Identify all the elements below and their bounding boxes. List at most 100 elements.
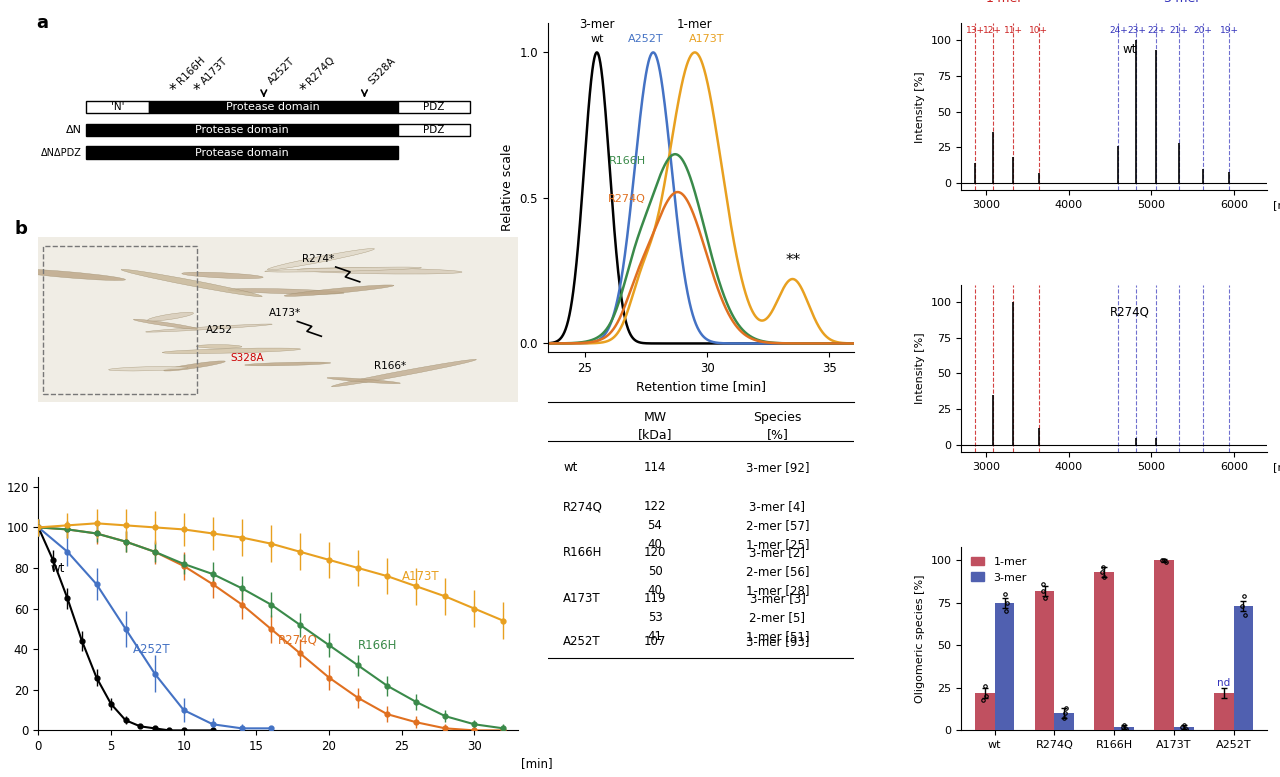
Ellipse shape: [196, 345, 242, 348]
FancyBboxPatch shape: [148, 101, 398, 113]
Text: R166H: R166H: [563, 546, 603, 559]
Text: 22+: 22+: [1147, 26, 1166, 35]
Text: 2-mer [5]: 2-mer [5]: [750, 611, 805, 625]
Text: 50: 50: [648, 566, 663, 578]
Text: 13+: 13+: [965, 26, 984, 35]
Y-axis label: Intensity [%]: Intensity [%]: [915, 71, 925, 142]
Ellipse shape: [332, 359, 476, 387]
Text: [%]: [%]: [767, 428, 788, 441]
Text: A173*: A173*: [269, 308, 301, 319]
Text: **: **: [785, 253, 800, 268]
Text: b: b: [14, 220, 27, 238]
Text: 53: 53: [648, 611, 663, 625]
Text: Protease domain: Protease domain: [196, 125, 289, 135]
Text: 3-mer [92]: 3-mer [92]: [746, 461, 809, 474]
Text: Protease domain: Protease domain: [227, 102, 320, 112]
Text: *: *: [193, 83, 201, 98]
FancyBboxPatch shape: [38, 237, 518, 402]
Text: 3-mer [3]: 3-mer [3]: [750, 592, 805, 605]
Y-axis label: Oligomeric species [%]: Oligomeric species [%]: [915, 574, 925, 703]
Text: 2-mer [57]: 2-mer [57]: [746, 519, 809, 532]
Bar: [1155, 560, 1174, 730]
Text: A173T: A173T: [200, 56, 229, 87]
Text: A252T: A252T: [133, 643, 170, 657]
Bar: [975, 693, 995, 730]
Ellipse shape: [265, 267, 421, 272]
Text: R166H: R166H: [358, 639, 398, 652]
Text: 1-mer [25]: 1-mer [25]: [746, 538, 809, 552]
Text: a: a: [36, 15, 49, 33]
Text: Species: Species: [753, 411, 801, 424]
Bar: [1234, 606, 1253, 730]
Ellipse shape: [147, 312, 193, 321]
Text: 12+: 12+: [983, 26, 1002, 35]
Text: 107: 107: [644, 635, 666, 648]
Bar: [1174, 727, 1193, 730]
Bar: [1213, 693, 1234, 730]
Bar: [1034, 591, 1055, 730]
Text: 11+: 11+: [1004, 26, 1023, 35]
Ellipse shape: [133, 319, 198, 329]
Text: R274*: R274*: [302, 254, 334, 264]
Text: A173T: A173T: [690, 33, 724, 44]
Text: 20+: 20+: [1193, 26, 1212, 35]
Ellipse shape: [244, 362, 330, 366]
Text: R274Q: R274Q: [278, 633, 317, 646]
Text: R274Q: R274Q: [305, 54, 337, 87]
Text: S328A: S328A: [230, 353, 264, 363]
Text: R274Q: R274Q: [563, 500, 603, 513]
Text: 1-mer [51]: 1-mer [51]: [746, 630, 809, 643]
Text: A173T: A173T: [402, 570, 439, 584]
Bar: [1094, 573, 1114, 730]
Text: A252: A252: [206, 325, 233, 335]
Text: 'N': 'N': [111, 102, 124, 112]
Text: A252T: A252T: [563, 635, 600, 648]
Text: 122: 122: [644, 500, 667, 513]
Text: PDZ: PDZ: [424, 102, 444, 112]
Text: MW: MW: [644, 411, 667, 424]
Ellipse shape: [328, 378, 401, 384]
Text: 2-mer [56]: 2-mer [56]: [746, 566, 809, 578]
X-axis label: Retention time [min]: Retention time [min]: [636, 381, 765, 393]
Bar: [1114, 727, 1134, 730]
Text: 3-mer [2]: 3-mer [2]: [750, 546, 805, 559]
Text: R166H: R166H: [609, 156, 646, 166]
Text: 40: 40: [648, 538, 663, 552]
Text: 10+: 10+: [1029, 26, 1048, 35]
Text: 3-mer [93]: 3-mer [93]: [746, 635, 809, 648]
Text: 119: 119: [644, 592, 667, 605]
FancyBboxPatch shape: [86, 146, 398, 159]
Text: *: *: [169, 83, 177, 98]
Text: [kDa]: [kDa]: [637, 428, 672, 441]
Text: PDZ: PDZ: [424, 125, 444, 135]
Text: 120: 120: [644, 546, 666, 559]
Legend: 1-mer, 3-mer: 1-mer, 3-mer: [966, 552, 1032, 587]
Text: A252T: A252T: [266, 56, 297, 87]
Text: S328A: S328A: [367, 56, 398, 87]
Text: 54: 54: [648, 519, 663, 532]
Text: R166*: R166*: [374, 361, 406, 371]
Bar: [995, 603, 1015, 730]
Text: 3-mer [4]: 3-mer [4]: [750, 500, 805, 513]
Ellipse shape: [284, 285, 394, 296]
Ellipse shape: [164, 361, 225, 371]
Text: R274Q: R274Q: [608, 193, 646, 204]
Ellipse shape: [297, 268, 462, 274]
Text: e: e: [893, 0, 906, 2]
Text: Protease domain: Protease domain: [196, 148, 289, 158]
Text: ΔNΔPDZ: ΔNΔPDZ: [41, 148, 82, 158]
Text: 3-mer: 3-mer: [579, 18, 614, 30]
FancyBboxPatch shape: [86, 124, 398, 136]
Text: 114: 114: [644, 461, 667, 474]
Text: *: *: [298, 83, 306, 98]
Text: A252T: A252T: [628, 33, 663, 44]
Text: [m/z]: [m/z]: [1274, 200, 1280, 211]
Text: [min]: [min]: [521, 757, 553, 770]
Text: wt: wt: [590, 33, 604, 44]
Text: 1-mer: 1-mer: [677, 18, 713, 30]
Text: [m/z]: [m/z]: [1274, 462, 1280, 472]
FancyBboxPatch shape: [398, 101, 470, 113]
FancyBboxPatch shape: [86, 101, 148, 113]
Text: wt: wt: [1123, 44, 1137, 57]
Ellipse shape: [122, 270, 262, 297]
